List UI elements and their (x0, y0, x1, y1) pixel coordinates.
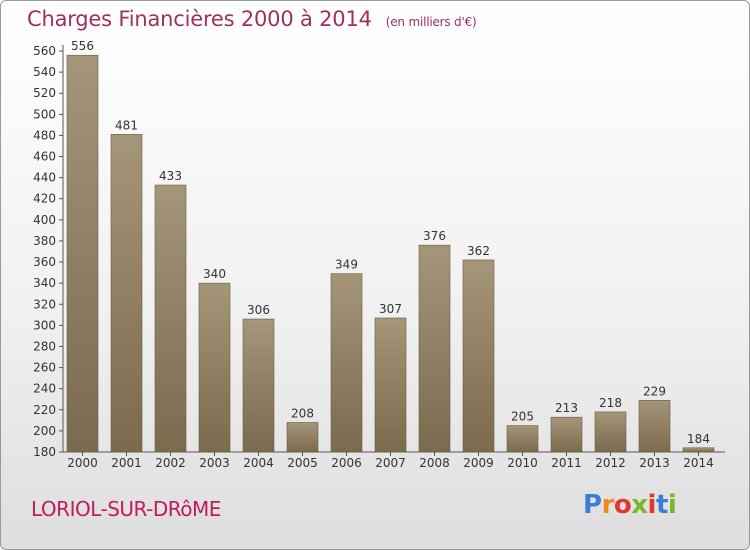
bar (594, 411, 627, 453)
bar (462, 259, 495, 453)
logo-letter: o (613, 490, 632, 520)
y-tick-label: 460 (33, 150, 56, 164)
chart-unit: (en milliers d'€) (385, 15, 477, 29)
x-tick-label: 2013 (639, 456, 670, 470)
chart-title-text: Charges Financières 2000 à 2014 (27, 7, 372, 31)
bar (242, 318, 275, 453)
chart-title: Charges Financières 2000 à 2014 (en milli… (27, 7, 477, 31)
x-tick-label: 2005 (287, 456, 318, 470)
bar (550, 416, 583, 453)
y-tick-label: 280 (33, 339, 56, 353)
bar (506, 425, 539, 453)
logo-letter: P (583, 490, 602, 520)
x-tick-label: 2004 (243, 456, 274, 470)
y-tick-label: 440 (33, 171, 56, 185)
value-labels: 556 481 433 340 306 208 349 307 376 362 205 213 218 2… (71, 39, 710, 446)
data-label: 362 (467, 244, 490, 258)
data-label: 340 (203, 267, 226, 281)
logo-letter: r (601, 490, 615, 520)
y-tick-label: 300 (33, 318, 56, 332)
commune-name: LORIOL-SUR-DRôME (31, 497, 221, 521)
bar (330, 273, 363, 453)
data-label: 218 (599, 396, 622, 410)
y-tick-label: 420 (33, 192, 56, 206)
y-tick-label: 360 (33, 255, 56, 269)
data-label: 205 (511, 410, 534, 424)
x-tick-label: 2008 (419, 456, 450, 470)
x-tick-label: 2014 (683, 456, 714, 470)
y-tick-label: 400 (33, 213, 56, 227)
data-label: 306 (247, 303, 270, 317)
y-tick-label: 500 (33, 107, 56, 121)
bar (418, 244, 451, 453)
data-label: 376 (423, 229, 446, 243)
bar (154, 184, 187, 453)
bar (638, 399, 671, 453)
data-label: 213 (555, 401, 578, 415)
x-tick-label: 2001 (111, 456, 142, 470)
data-label: 349 (335, 258, 358, 272)
logo-letter: t (655, 490, 668, 520)
y-tick-label: 320 (33, 297, 56, 311)
x-tick-label: 2003 (199, 456, 230, 470)
y-tick-label: 540 (33, 65, 56, 79)
logo-letter: x (631, 490, 648, 520)
y-tick-label: 520 (33, 86, 56, 100)
data-label: 229 (643, 384, 666, 398)
x-tick-label: 2010 (507, 456, 538, 470)
axes: 180 200 220 240 260 280 300 320 340 360 380 400 420 4… (33, 44, 725, 470)
y-tick-label: 340 (33, 276, 56, 290)
data-label: 433 (159, 169, 182, 183)
y-tick-label: 220 (33, 403, 56, 417)
x-tick-label: 2002 (155, 456, 186, 470)
bar (110, 134, 143, 453)
data-label: 184 (687, 432, 710, 446)
data-label: 208 (291, 406, 314, 420)
x-tick-label: 2012 (595, 456, 626, 470)
data-label: 307 (379, 302, 402, 316)
logo-letter: i (667, 490, 677, 520)
y-tick-label: 480 (33, 128, 56, 142)
y-tick-label: 200 (33, 424, 56, 438)
bar (198, 282, 231, 453)
bars (66, 54, 715, 453)
y-tick-label: 260 (33, 361, 56, 375)
bar (374, 317, 407, 453)
bar (286, 422, 319, 453)
x-tick-label: 2007 (375, 456, 406, 470)
bar (682, 447, 715, 453)
x-tick-label: 2009 (463, 456, 494, 470)
y-tick-label: 380 (33, 234, 56, 248)
y-tick-label: 180 (33, 445, 56, 459)
logo-letter: i (647, 490, 657, 520)
x-tick-label: 2011 (551, 456, 582, 470)
y-tick-label: 560 (33, 44, 56, 58)
data-label: 556 (71, 39, 94, 53)
data-label: 481 (115, 118, 138, 132)
bar (66, 54, 99, 453)
y-tick-label: 240 (33, 382, 56, 396)
proxiti-logo: Proxiti (583, 490, 677, 520)
x-tick-label: 2000 (67, 456, 98, 470)
x-tick-label: 2006 (331, 456, 362, 470)
